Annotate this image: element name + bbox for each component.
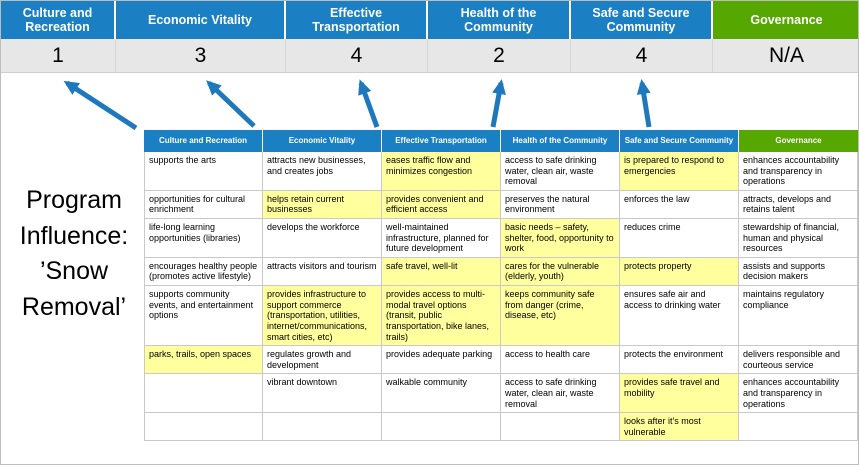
matrix-cell: attracts new businesses, and creates job… xyxy=(263,152,382,191)
matrix-cell: is prepared to respond to emergencies xyxy=(620,152,739,191)
matrix-header-safe-and-secure-community: Safe and Secure Community xyxy=(620,130,739,152)
matrix-header-governance: Governance xyxy=(739,130,858,152)
summary-header-health-of-the-community: Health of the Community xyxy=(428,1,571,39)
score-arrows xyxy=(63,79,652,130)
program-title-line: ’Snow xyxy=(39,257,109,285)
summary-header-culture-and-recreation: Culture and Recreation xyxy=(1,1,116,39)
matrix-row: supports the arts attracts new businesses… xyxy=(144,152,858,191)
matrix-cell: cares for the vulnerable (elderly, youth… xyxy=(501,257,620,287)
score-governance: N/A xyxy=(768,43,804,67)
matrix-cell: eases traffic flow and minimizes congest… xyxy=(382,152,501,191)
summary-header-effective-transportation: Effective Transportation xyxy=(286,1,428,39)
score-health-of-the-community: 2 xyxy=(428,39,571,72)
matrix-cell: assists and supports decision makers xyxy=(739,257,858,287)
matrix-row: opportunities for cultural enrichment hel… xyxy=(144,190,858,220)
matrix-cell: attracts visitors and tourism xyxy=(263,257,382,287)
matrix-cell: stewardship of financial, human and phys… xyxy=(739,219,858,258)
program-title-line: Program xyxy=(26,186,122,214)
matrix-cell: protects the environment xyxy=(620,346,739,375)
matrix-cell: parks, trails, open spaces xyxy=(144,346,263,375)
summary-header-safe-and-secure-community: Safe and Secure Community xyxy=(571,1,713,39)
arrow-icon xyxy=(63,80,138,130)
matrix-cell: keeps community safe from danger (crime,… xyxy=(501,286,620,347)
matrix-row: looks after it's most vulnerable xyxy=(144,413,858,442)
matrix-cell: basic needs – safety, shelter, food, opp… xyxy=(501,219,620,258)
matrix-header-row: Culture and Recreation Economic Vitality E… xyxy=(144,130,858,152)
matrix-cell: access to safe drinking water, clean air… xyxy=(501,374,620,414)
matrix-cell: delivers responsible and courteous servi… xyxy=(739,346,858,375)
score-effective-transportation: 4 xyxy=(286,39,428,72)
matrix-cell: enhances accountability and transparency… xyxy=(739,152,858,191)
matrix-cell: provides infrastructure to support comme… xyxy=(263,286,382,347)
matrix-cell: access to health care xyxy=(501,346,620,375)
score-economic-vitality: 3 xyxy=(116,39,286,72)
matrix-cell: safe travel, well-lit xyxy=(382,257,501,287)
score-row: 1 3 4 2 4 N/A xyxy=(1,39,858,73)
matrix-cell: provides safe travel and mobility xyxy=(620,374,739,414)
matrix-cell: opportunities for cultural enrichment xyxy=(144,190,263,220)
arrow-icon xyxy=(358,79,380,128)
matrix-row: life-long learning opportunities (librar… xyxy=(144,219,858,258)
matrix-cell: provides convenient and efficient access xyxy=(382,190,501,220)
matrix-cell: well-maintained infrastructure, planned … xyxy=(382,219,501,258)
matrix-cell: life-long learning opportunities (librar… xyxy=(144,219,263,258)
matrix-header-economic-vitality: Economic Vitality xyxy=(263,130,382,152)
summary-header-governance: Governance xyxy=(713,1,858,39)
matrix-cell xyxy=(263,413,382,442)
program-title: Program Influence: ’Snow Removal’ xyxy=(3,183,145,325)
arrow-icon xyxy=(206,80,256,128)
matrix-row: vibrant downtown walkable community access… xyxy=(144,374,858,414)
score-culture-and-recreation: 1 xyxy=(1,39,116,72)
matrix-cell xyxy=(501,413,620,442)
matrix-cell: enhances accountability and transparency… xyxy=(739,374,858,414)
matrix-cell: provides access to multi-modal travel op… xyxy=(382,286,501,347)
matrix-cell: vibrant downtown xyxy=(263,374,382,414)
program-title-line: Influence: xyxy=(19,221,129,250)
score-safe-and-secure-community: 4 xyxy=(571,39,713,72)
matrix-cell xyxy=(739,413,858,442)
matrix-cell: reduces crime xyxy=(620,219,739,258)
matrix-header-effective-transportation: Effective Transportation xyxy=(382,130,501,152)
matrix-row: parks, trails, open spaces regulates grow… xyxy=(144,346,858,375)
matrix-cell: preserves the natural environment xyxy=(501,190,620,220)
matrix-cell: maintains regulatory compliance xyxy=(739,286,858,347)
matrix-cell: develops the workforce xyxy=(263,219,382,258)
matrix-cell: protects property xyxy=(620,257,739,287)
summary-header-row: Culture and Recreation Economic Vitality… xyxy=(1,1,858,39)
matrix-body: supports the arts attracts new businesses… xyxy=(144,152,858,442)
summary-header-economic-vitality: Economic Vitality xyxy=(116,1,286,39)
matrix-cell: looks after it's most vulnerable xyxy=(620,413,739,442)
matrix-cell: walkable community xyxy=(382,374,501,414)
matrix-cell: access to safe drinking water, clean air… xyxy=(501,152,620,191)
influence-matrix: Culture and Recreation Economic Vitality E… xyxy=(144,130,858,442)
matrix-cell: attracts, develops and retains talent xyxy=(739,190,858,220)
matrix-row: supports community events, and entertain… xyxy=(144,286,858,347)
matrix-cell xyxy=(382,413,501,442)
matrix-cell: supports the arts xyxy=(144,152,263,191)
arrow-icon xyxy=(636,79,652,128)
matrix-cell: ensures safe air and access to drinking … xyxy=(620,286,739,347)
matrix-cell: enforces the law xyxy=(620,190,739,220)
program-title-line: Removal’ xyxy=(21,292,127,321)
matrix-cell: provides adequate parking xyxy=(382,346,501,375)
matrix-cell: encourages healthy people (promotes acti… xyxy=(144,257,263,287)
matrix-cell: helps retain current businesses xyxy=(263,190,382,220)
matrix-cell xyxy=(144,413,263,442)
arrow-icon xyxy=(490,79,506,128)
matrix-row: encourages healthy people (promotes acti… xyxy=(144,257,858,287)
matrix-cell: supports community events, and entertain… xyxy=(144,286,263,347)
matrix-cell xyxy=(144,374,263,414)
matrix-cell: regulates growth and development xyxy=(263,346,382,375)
matrix-header-health-of-the-community: Health of the Community xyxy=(501,130,620,152)
matrix-header-culture-and-recreation: Culture and Recreation xyxy=(144,130,263,152)
